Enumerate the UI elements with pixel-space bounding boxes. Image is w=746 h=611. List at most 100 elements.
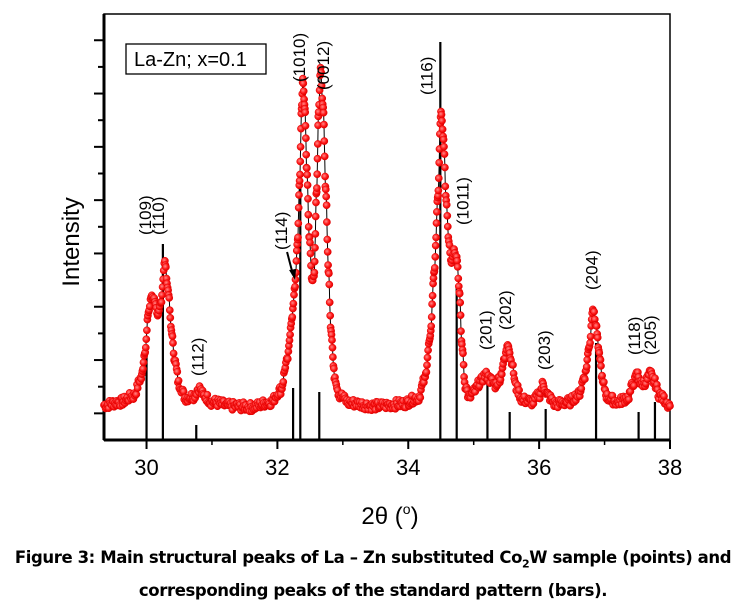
data-point [433,208,441,216]
data-point [459,349,467,358]
x-tick-label: 30 [134,455,158,480]
data-point [302,134,310,143]
data-point [438,125,447,134]
data-point [443,211,452,220]
data-point [651,374,659,383]
data-point [325,269,333,278]
data-point [289,299,298,308]
arrow-head [289,269,297,280]
data-point [165,306,174,315]
data-point [142,335,151,344]
data-point [143,326,151,335]
hkl-label: (114) [272,212,291,250]
data-point [515,386,523,394]
hkl-label: (204) [582,250,601,290]
hkl-annotations: (109)(110) (112) (114) (1010) (0012) (116) (10… [136,33,660,376]
data-point [296,157,305,166]
data-point [313,140,322,148]
hkl-label: (202) [496,290,515,330]
data-point [313,170,322,179]
data-point [435,158,444,167]
x-axis-label-sup: o [403,501,411,517]
data-point [428,291,437,300]
hkl-label: (205) [641,315,660,355]
data-point [301,108,310,117]
data-point [306,249,315,258]
x-tick-label: 36 [527,455,551,480]
data-point [302,150,311,159]
data-point [328,343,337,352]
data-point [586,332,595,341]
hkl-label: (203) [535,330,554,370]
x-axis-label-main: 2θ ( [361,503,402,530]
data-point [158,291,166,299]
data-point [582,362,591,371]
data-point [424,346,432,355]
data-point [203,390,212,399]
data-point [132,390,141,399]
data-point [291,282,299,291]
data-point [296,143,305,151]
data-point [440,150,449,158]
data-point [430,264,439,272]
data-point [288,313,297,321]
data-point [427,322,436,331]
data-point [311,243,319,252]
data-point [321,185,330,194]
legend-frame [125,43,267,75]
data-point [317,68,325,77]
data-point [320,137,329,145]
data-point [325,298,334,307]
y-ticks [94,39,104,415]
legend-label: La-Zn; x=0.1 [134,49,247,71]
data-point [283,355,292,363]
data-point [600,378,608,386]
data-point [431,253,440,261]
data-point [173,367,182,376]
data-point [302,164,311,172]
data-point [286,330,294,339]
data-point [294,203,303,212]
data-point [427,313,436,321]
data-point [597,362,605,370]
x-tick-label: 38 [658,455,682,480]
data-point [443,222,452,231]
data-point [165,294,174,302]
hkl-label: (118) [625,317,644,355]
data-point [299,79,308,88]
data-point [310,257,319,266]
data-point [304,194,312,203]
legend-box: La-Zn; x=0.1 [125,43,267,75]
data-point [322,201,331,210]
data-point [422,368,431,376]
data-point [322,192,331,201]
data-point [454,274,463,283]
data-point [455,289,464,298]
data-point [423,353,432,362]
data-point [168,332,177,341]
data-point [329,353,337,361]
data-point [416,393,425,402]
caption-line-1: Figure 3: Main structural peaks of La – … [0,544,746,577]
caption-line-1-end: W sample (points) and [529,548,732,567]
data-point [295,191,303,199]
data-point [169,349,178,358]
arrow-annotation [286,251,297,280]
data-point [306,238,314,247]
data-point [441,163,449,172]
hkl-label: (201) [476,310,495,350]
data-point [319,108,328,117]
data-point [141,343,150,352]
data-point [324,261,332,269]
data-point [292,257,301,265]
data-point [440,142,448,151]
data-point [311,212,320,221]
caption-line-1-text: Figure 3: Main structural peaks of La – … [14,548,523,567]
data-point [431,241,440,250]
hkl-label: (116) [417,57,436,95]
x-tick-label: 34 [396,455,420,480]
hkl-label: (110) [149,197,168,235]
data-point [459,360,468,369]
data-point [303,181,312,189]
data-point [169,339,177,347]
